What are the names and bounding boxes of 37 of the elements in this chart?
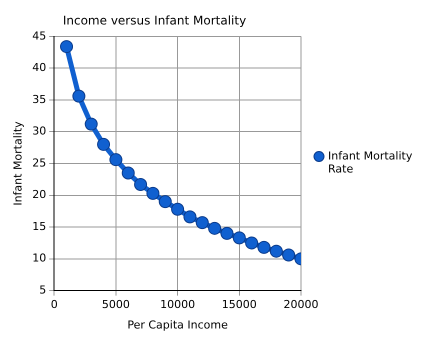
x-tick-label: 15000 (222, 298, 257, 312)
point (72, 90, 86, 103)
y-tick-label: 40 (32, 61, 46, 74)
point (158, 195, 172, 208)
y-tick-label: 10 (32, 252, 46, 265)
x-axis-title: Per Capita Income (127, 318, 228, 332)
point (208, 222, 222, 235)
y-tick-label: 5 (39, 283, 46, 296)
y-tick-label: 25 (32, 156, 46, 170)
x-tick-label: 20000 (284, 298, 318, 312)
chart-title: Income versus Infant Mortality (62, 13, 246, 28)
legend-label: Infant Mortality Rate (328, 149, 413, 176)
point (109, 153, 122, 166)
point (220, 226, 234, 240)
y-tick-label: 30 (32, 124, 46, 138)
point (196, 216, 209, 230)
point (122, 166, 135, 180)
x-tick-label: 0 (50, 298, 58, 312)
point (245, 236, 258, 250)
point (146, 186, 160, 200)
point (282, 248, 296, 262)
x-tick-label: 10000 (160, 298, 196, 312)
y-tick-label: 15 (32, 220, 46, 233)
point (257, 240, 270, 254)
point (97, 138, 110, 151)
point (60, 40, 74, 54)
point (134, 178, 148, 191)
point (171, 202, 184, 216)
point (183, 210, 196, 224)
y-axis-title: Infant Mortality (11, 120, 24, 206)
point (232, 231, 246, 244)
y-tick-label: 45 (32, 29, 46, 42)
y-tick-label: 35 (32, 92, 46, 106)
x-tick-label: 5000 (102, 298, 130, 312)
point (270, 244, 283, 258)
y-tick-label: 20 (32, 188, 46, 202)
point (84, 118, 98, 131)
